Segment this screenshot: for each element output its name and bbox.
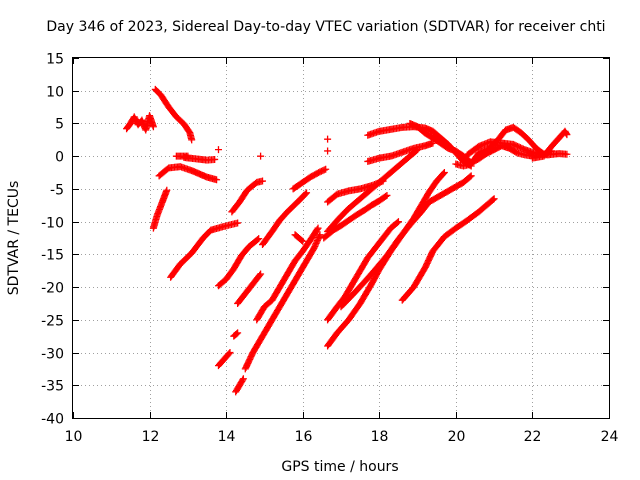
y-tick-label: -35 [41,379,64,395]
data-point [316,231,324,239]
series-arc-l [234,270,265,307]
series-arc-o [291,231,307,245]
data-point [256,271,264,279]
series-arc-ae [172,152,192,160]
y-tick-label: -10 [41,216,64,232]
data-point [299,237,307,245]
x-tick-label: 22 [524,429,542,445]
data-point [320,166,328,174]
data-point [226,349,234,357]
data-point [188,136,196,144]
y-tick-label: -25 [41,314,64,330]
data-point [324,147,332,155]
data-point [439,170,447,178]
data-point [149,123,157,131]
series-arc-p [259,189,311,249]
series-arc-e [149,186,171,232]
x-tick-label: 10 [65,429,83,445]
y-tick-label: 15 [46,52,64,68]
y-tick-label: -30 [41,347,64,363]
y-tick-label: 0 [55,150,64,166]
data-point [233,330,241,338]
series-arc-i [228,177,267,216]
data-point [563,150,571,158]
series-arc-j [232,375,247,396]
data-point [467,172,475,180]
data-point [259,177,267,185]
x-axis-ticks: 10 12 14 16 18 20 22 24 [65,58,619,445]
series-arc-q [289,165,330,193]
data-points [123,85,571,396]
data-point [239,375,247,383]
series-arc-m [241,231,324,373]
series-arc-n [253,224,322,324]
series-arc-v [324,218,402,324]
y-tick-label: -15 [41,248,64,264]
x-tick-label: 14 [218,429,236,445]
data-point [184,152,192,160]
data-point [257,152,265,160]
data-point [393,219,401,227]
data-point [440,169,448,177]
data-point [301,190,309,198]
series-arc-f [167,219,242,281]
data-point [234,219,242,227]
data-point [314,224,322,232]
data-point [211,155,219,163]
x-tick-label: 16 [295,429,313,445]
gridlines [73,58,609,418]
data-point [234,329,242,337]
series-isolated [214,135,332,160]
chart-title: Day 346 of 2023, Sidereal Day-to-day VTE… [46,19,605,35]
data-point [490,195,498,203]
series-arc-k [230,329,242,340]
x-tick-label: 18 [371,429,389,445]
series-arc-s [324,177,387,206]
data-point [466,173,474,181]
series-arc-ad [528,127,571,162]
series-arc-w [337,172,475,311]
x-tick-label: 12 [142,429,160,445]
data-point [255,235,263,243]
y-tick-label: -40 [41,412,64,428]
series-arc-g [214,349,234,370]
x-axis-label: GPS time / hours [281,459,398,475]
series-arc-x [398,195,498,304]
data-point [383,191,391,199]
data-point [563,131,571,139]
x-tick-label: 20 [448,429,466,445]
data-point [213,176,221,184]
data-point [163,186,171,194]
data-point [489,196,497,204]
y-tick-label: -20 [41,281,64,297]
series-arc-a [123,112,157,134]
data-point [303,189,311,197]
data-point [239,376,247,384]
y-tick-label: 10 [46,85,64,101]
data-point [298,236,306,244]
plot-frame [72,57,610,419]
x-tick-label: 24 [601,429,619,445]
series-arc-y [364,139,437,165]
data-point [253,236,261,244]
y-axis-label: SDTVAR / TECUs [6,181,22,296]
data-point [394,218,402,226]
data-point [322,165,330,173]
data-point [257,270,265,278]
series-arc-b [151,85,196,144]
series-arc-c [155,163,221,184]
data-point [214,146,222,154]
data-point [225,350,233,358]
y-tick-label: -5 [50,183,64,199]
data-point [382,192,390,200]
series-arc-h [214,235,263,290]
data-point [313,225,321,233]
data-point [324,135,332,143]
y-tick-label: 5 [55,117,64,133]
y-axis-ticks: 15 10 5 0 -5 -10 -15 -20 -25 -30 -35 -40 [41,52,609,428]
